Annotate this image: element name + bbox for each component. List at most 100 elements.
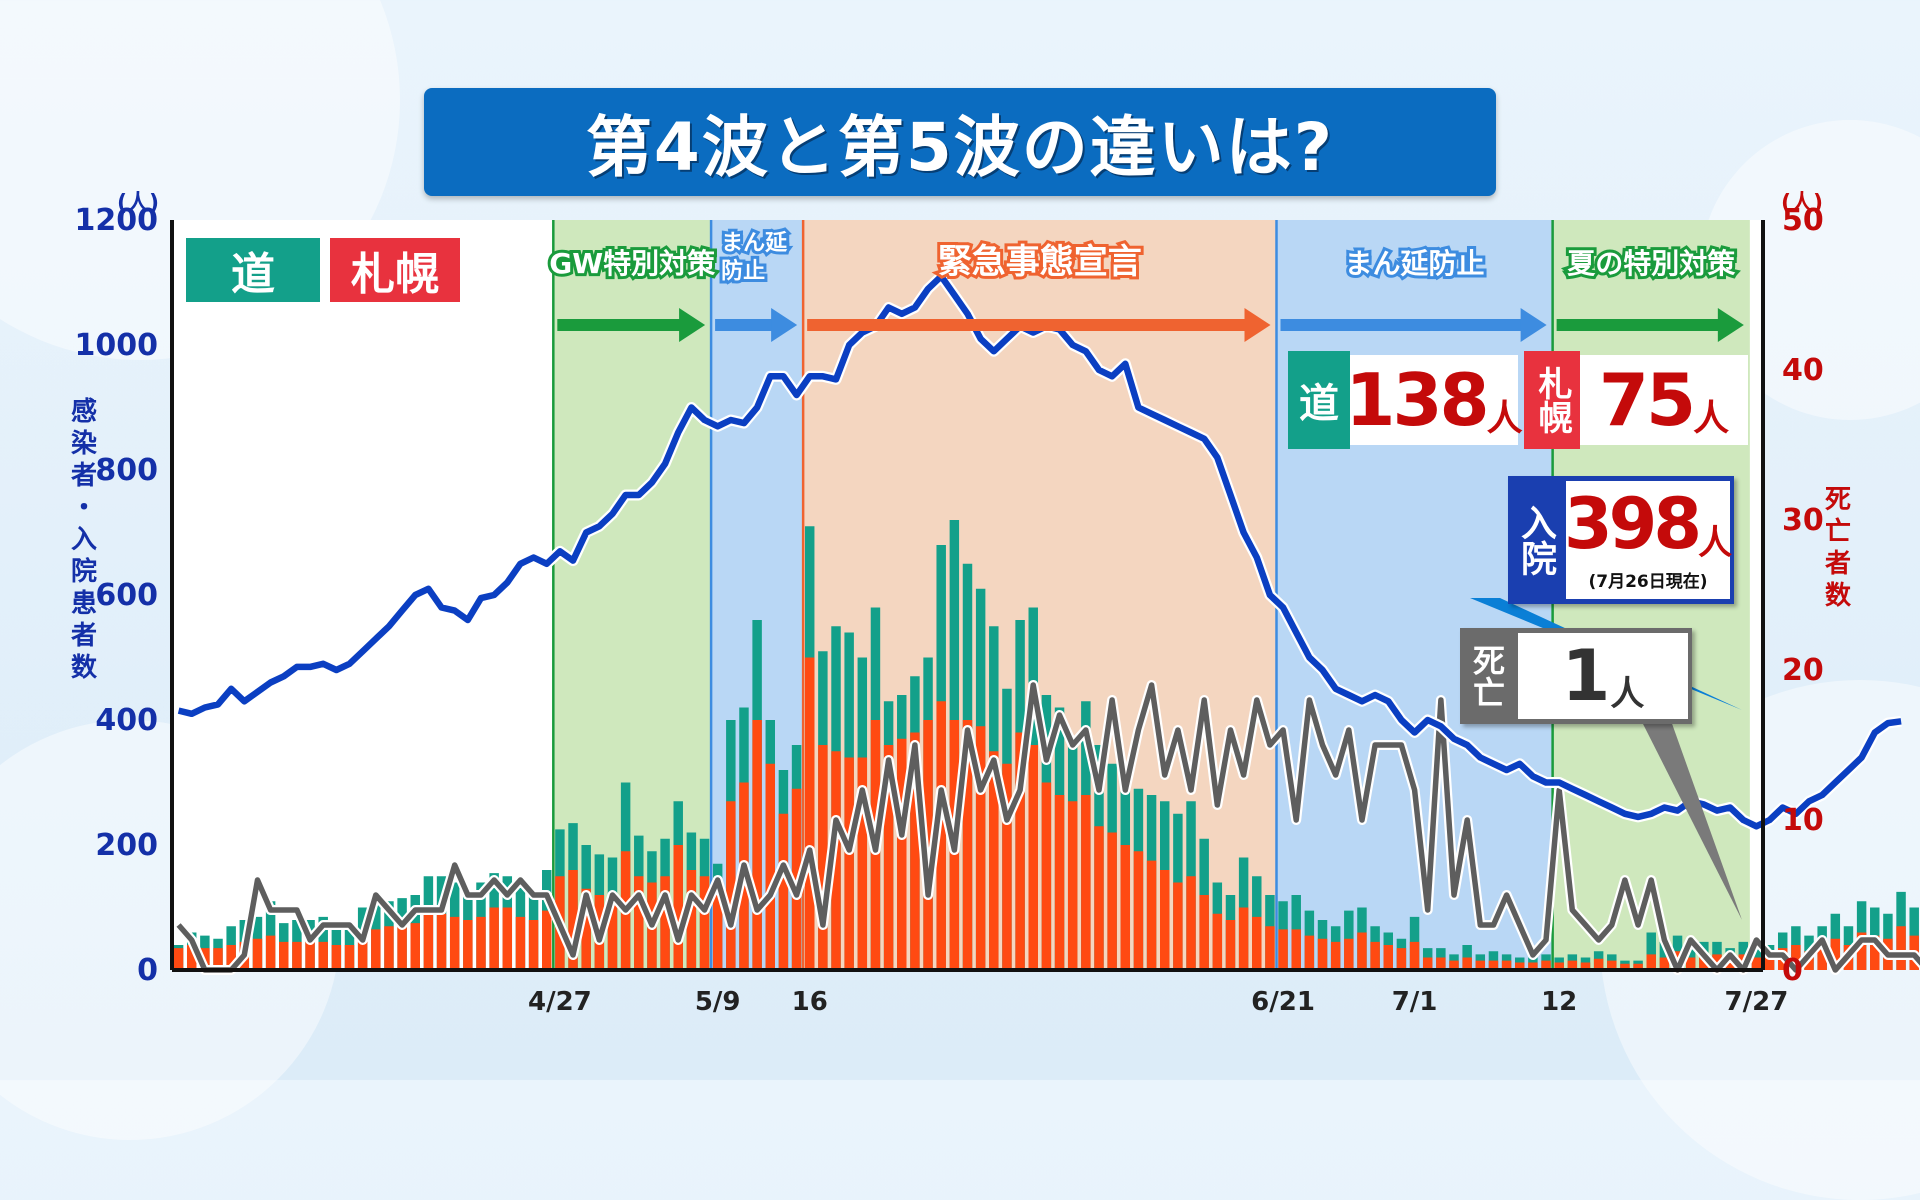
bar-sapporo: [252, 938, 263, 970]
bar-sapporo: [1488, 960, 1499, 970]
legend-sapporo-label: 札幌: [351, 249, 439, 300]
hospitalized-value: 398: [1563, 483, 1702, 565]
bar-sapporo: [1173, 882, 1183, 970]
bar-sapporo: [1146, 860, 1157, 970]
bar-sapporo: [1330, 941, 1341, 970]
bar-sapporo: [1383, 945, 1393, 970]
bar-sapporo: [607, 898, 618, 970]
right-axis-title-char: 亡: [1825, 516, 1851, 547]
bar-sapporo: [1133, 851, 1144, 970]
bar-sapporo: [1449, 960, 1459, 970]
right-tick-label: 30: [1782, 503, 1824, 538]
bar-sapporo: [542, 910, 552, 970]
bar-sapporo: [1830, 938, 1841, 970]
bar-sapporo: [1620, 963, 1630, 970]
bar-sapporo: [1015, 732, 1025, 970]
bar-sapporo: [1870, 935, 1880, 970]
bar-sapporo: [1094, 826, 1104, 970]
chart-title: 第4波と第5波の違いは?: [585, 109, 1335, 186]
bar-sapporo: [279, 941, 289, 970]
bar-sapporo: [1764, 957, 1775, 970]
bar-sapporo: [436, 913, 447, 970]
left-axis-title-char: 患: [71, 589, 97, 619]
bar-sapporo: [397, 926, 407, 970]
bar-sapporo: [1515, 962, 1525, 970]
bar-sapporo: [1252, 916, 1262, 970]
deaths-unit: 人: [1610, 673, 1645, 714]
bar-sapporo: [752, 720, 762, 970]
new-cases-hokkaido-value-box: 138 人: [1345, 355, 1523, 445]
bar-sapporo: [476, 916, 486, 970]
bar-sapporo: [1475, 960, 1486, 970]
new-cases-callout: 道 138 人 札幌 75 人: [1288, 351, 1754, 449]
bar-sapporo: [1422, 957, 1433, 970]
bar-sapporo: [883, 745, 894, 970]
bar-sapporo: [1593, 958, 1604, 970]
x-tick-label: 6/21: [1251, 987, 1315, 1017]
bar-sapporo: [1067, 801, 1078, 970]
bar-sapporo: [1028, 745, 1038, 970]
right-tick-label: 40: [1782, 353, 1824, 388]
bar-sapporo: [936, 701, 946, 970]
new-cases-sapporo-label: 札幌: [1532, 366, 1572, 434]
bar-sapporo: [1054, 795, 1065, 970]
bar-sapporo: [1291, 929, 1301, 970]
x-tick-label: 16: [792, 987, 828, 1017]
bar-sapporo: [1396, 948, 1407, 970]
legend-sapporo: 札幌: [330, 238, 460, 302]
left-axis-title-char: 者: [71, 621, 97, 651]
bar-sapporo: [1725, 957, 1735, 970]
bar-sapporo: [1817, 945, 1827, 970]
left-tick-label: 400: [95, 703, 158, 738]
period-band-3: [1276, 220, 1553, 970]
right-tick-label: 20: [1782, 653, 1824, 688]
bar-sapporo: [292, 941, 302, 970]
new-cases-sapporo-value: 75: [1598, 358, 1696, 442]
legend-hokkaido: 道: [186, 238, 320, 302]
bar-sapporo: [844, 757, 854, 970]
bar-sapporo: [1199, 895, 1209, 970]
bar-sapporo: [673, 845, 683, 970]
left-axis-unit: (人): [117, 191, 159, 216]
bar-sapporo: [818, 745, 828, 970]
bar-sapporo: [1896, 926, 1906, 970]
hospitalized-label: 入院: [1515, 504, 1556, 576]
bar-sapporo: [305, 941, 315, 970]
bar-sapporo: [726, 801, 736, 970]
hospitalized-label-box: 入院: [1508, 476, 1562, 604]
period-label-0: GW特別対策: [549, 247, 715, 280]
bar-sapporo: [463, 920, 473, 970]
hospitalized-callout: 入院 398 人 (7月26日現在): [1508, 476, 1734, 604]
left-axis-title-char: 者: [71, 461, 97, 491]
new-cases-sapporo-value-box: 75 人: [1580, 355, 1748, 445]
bar-sapporo: [423, 913, 434, 970]
x-tick-label: 7/1: [1392, 987, 1438, 1017]
bar-sapporo: [449, 916, 460, 970]
deaths-value: 1: [1561, 635, 1611, 717]
bar-sapporo: [384, 926, 394, 970]
bar-sapporo: [1501, 960, 1512, 970]
bar-sapporo: [1607, 960, 1617, 970]
bar-sapporo: [804, 657, 815, 970]
period-arrow-shaft-3: [1280, 319, 1523, 331]
bar-sapporo: [371, 929, 381, 970]
bar-sapporo: [173, 948, 184, 970]
deaths-line: [176, 682, 1920, 973]
period-label-1-1: 防止: [721, 259, 765, 284]
new-cases-hokkaido-label-box: 道: [1288, 351, 1350, 449]
bar-sapporo: [1278, 929, 1288, 970]
bar-sapporo: [1317, 938, 1328, 970]
bar-sapporo: [962, 720, 973, 970]
bar-sapporo: [1225, 920, 1236, 970]
bar-sapporo: [331, 945, 342, 970]
bar-sapporo: [1646, 954, 1656, 970]
right-axis-unit: (人): [1781, 191, 1823, 216]
x-tick-label: 7/27: [1725, 987, 1789, 1017]
bar-sapporo: [357, 932, 368, 970]
bar-sapporo: [1357, 932, 1367, 970]
bar-hokkaido: [1659, 941, 1670, 970]
bar-hokkaido: [1646, 932, 1656, 970]
bar-sapporo: [410, 923, 420, 970]
left-axis-title-char: 数: [71, 653, 98, 683]
